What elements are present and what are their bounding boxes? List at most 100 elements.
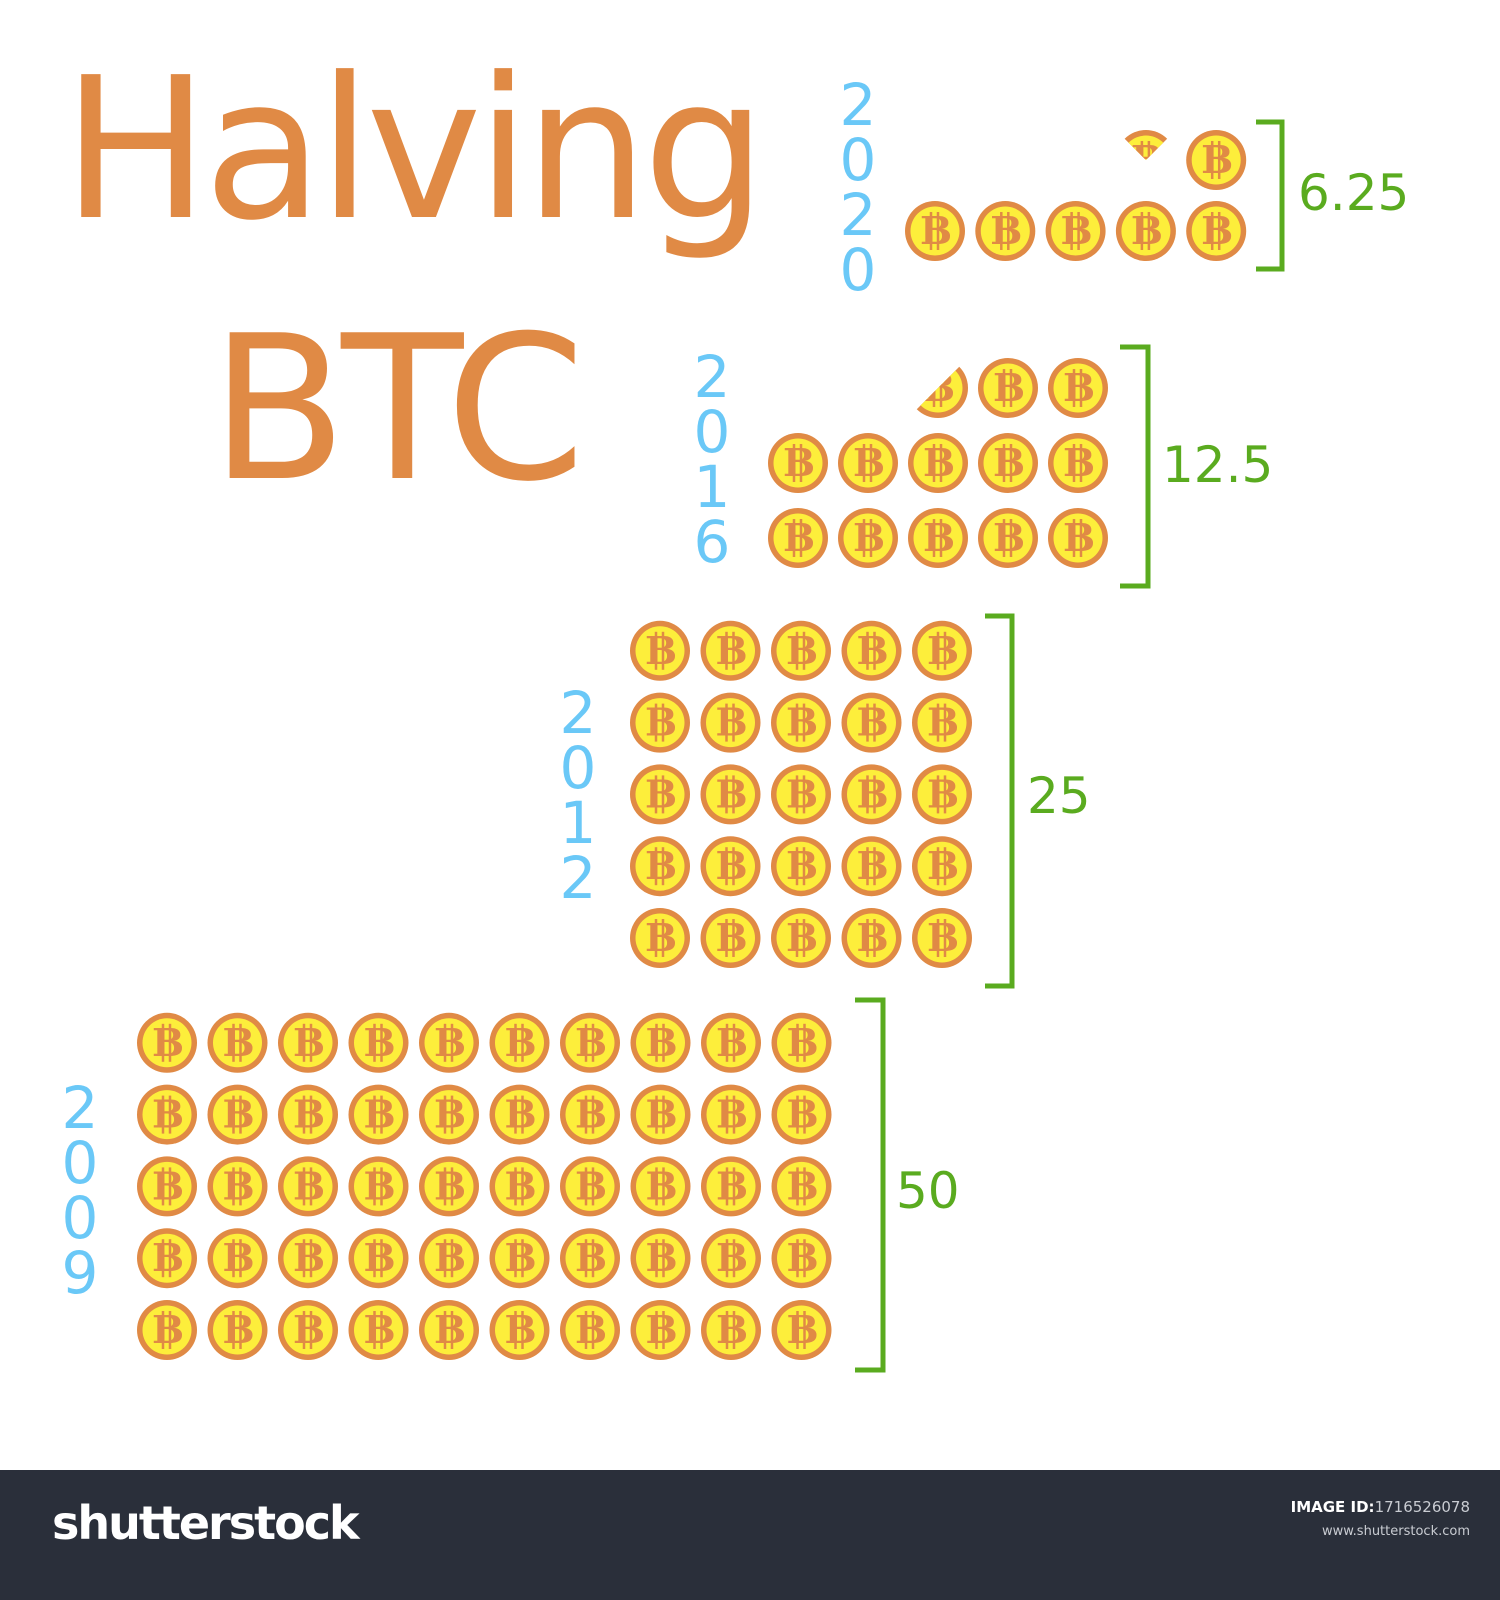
bitcoin-coin-icon: B <box>701 1012 761 1073</box>
bitcoin-coin-icon: B <box>700 836 761 897</box>
pictogram-chart: B B B B B B B B B BB B B B B B B B B BB B B B B B B B B BB B B B B B B B B B… <box>137 119 1285 1373</box>
bitcoin-coin-icon: B <box>348 1300 409 1360</box>
svg-text:B: B <box>293 1307 325 1352</box>
svg-text:B: B <box>222 1020 254 1065</box>
bitcoin-coin-icon: B <box>630 908 690 968</box>
bitcoin-coin-icon: B <box>771 1300 832 1360</box>
svg-text:B: B <box>575 1163 607 1208</box>
bitcoin-coin-icon: B <box>207 1228 268 1289</box>
svg-text:B: B <box>853 440 885 485</box>
partial-bitcoin-coin-icon: B <box>1115 130 1176 160</box>
reward-label-2009: 50 <box>896 1162 960 1220</box>
shutterstock-logo: shutterstock <box>52 1496 360 1550</box>
svg-text:B: B <box>1201 137 1233 182</box>
svg-text:B: B <box>927 771 959 816</box>
bitcoin-coin-icon: B <box>137 1012 197 1073</box>
svg-text:B: B <box>786 771 818 816</box>
bitcoin-coin-icon: B <box>278 1300 338 1360</box>
svg-text:B: B <box>152 1307 184 1352</box>
bitcoin-coin-icon: B <box>1186 130 1247 190</box>
bitcoin-coin-icon: B <box>137 1300 197 1360</box>
bitcoin-coin-icon: B <box>489 1300 550 1360</box>
bitcoin-coin-icon: B <box>348 1084 409 1145</box>
svg-text:B: B <box>923 515 955 560</box>
bitcoin-coin-icon: B <box>1048 433 1108 493</box>
bitcoin-coin-icon: B <box>771 836 831 897</box>
bitcoin-coin-icon: B <box>978 358 1038 418</box>
svg-text:B: B <box>645 1307 677 1352</box>
bitcoin-coin-icon: B <box>1045 201 1106 261</box>
bitcoin-coin-icon: B <box>841 764 902 825</box>
bitcoin-coin-icon: B <box>348 1012 409 1073</box>
bitcoin-coin-icon: B <box>701 1156 761 1217</box>
bitcoin-coin-icon: B <box>771 764 831 825</box>
bitcoin-coin-icon: B <box>137 1084 197 1145</box>
svg-text:B: B <box>363 1307 395 1352</box>
svg-text:B: B <box>786 1163 818 1208</box>
svg-text:B: B <box>645 700 677 745</box>
svg-text:B: B <box>716 1020 748 1065</box>
bitcoin-coin-icon: B <box>278 1012 338 1073</box>
bitcoin-coin-icon: B <box>701 1228 761 1289</box>
bitcoin-coin-icon: B <box>630 620 690 681</box>
svg-text:B: B <box>504 1235 536 1280</box>
svg-text:B: B <box>434 1092 466 1137</box>
bitcoin-coin-icon: B <box>912 908 972 968</box>
svg-text:B: B <box>716 1092 748 1137</box>
bitcoin-coin-icon: B <box>700 692 761 753</box>
svg-text:B: B <box>993 365 1025 410</box>
svg-text:B: B <box>222 1307 254 1352</box>
svg-text:B: B <box>927 843 959 888</box>
svg-text:B: B <box>645 771 677 816</box>
svg-text:B: B <box>434 1307 466 1352</box>
svg-text:B: B <box>363 1020 395 1065</box>
bitcoin-coin-icon: B <box>771 1156 832 1217</box>
bracket-2012 <box>985 613 1015 989</box>
bitcoin-coin-icon: B <box>278 1084 338 1145</box>
svg-text:B: B <box>856 843 888 888</box>
svg-text:B: B <box>645 843 677 888</box>
svg-text:B: B <box>222 1092 254 1137</box>
bitcoin-coin-icon: B <box>207 1012 268 1073</box>
svg-text:B: B <box>1061 208 1093 253</box>
svg-text:B: B <box>1201 208 1233 253</box>
svg-text:B: B <box>645 1092 677 1137</box>
bitcoin-coin-icon: B <box>701 1300 761 1360</box>
bitcoin-coin-icon: B <box>771 692 831 753</box>
svg-text:B: B <box>645 1020 677 1065</box>
bitcoin-coin-icon: B <box>630 1012 691 1073</box>
svg-text:B: B <box>575 1020 607 1065</box>
bitcoin-coin-icon: B <box>419 1300 479 1360</box>
bitcoin-coin-icon: B <box>348 1156 409 1217</box>
bitcoin-coin-icon: B <box>771 1228 832 1289</box>
bracket-2009 <box>855 997 886 1373</box>
bitcoin-coin-icon: B <box>841 908 902 968</box>
svg-text:B: B <box>504 1092 536 1137</box>
svg-text:B: B <box>856 628 888 673</box>
svg-text:B: B <box>715 700 747 745</box>
bitcoin-coin-icon: B <box>348 1228 409 1289</box>
bitcoin-coin-icon: B <box>137 1156 197 1217</box>
bitcoin-coin-icon: B <box>630 764 690 825</box>
bitcoin-coin-icon: B <box>630 1228 691 1289</box>
bitcoin-coin-icon: B <box>630 1300 691 1360</box>
svg-text:B: B <box>645 1235 677 1280</box>
bitcoin-coin-icon: B <box>489 1084 550 1145</box>
bitcoin-coin-icon: B <box>771 908 831 968</box>
reward-label-2020: 6.25 <box>1298 164 1410 222</box>
svg-text:B: B <box>504 1307 536 1352</box>
bitcoin-coin-icon: B <box>838 433 898 493</box>
svg-text:B: B <box>434 1163 466 1208</box>
svg-text:B: B <box>786 628 818 673</box>
bitcoin-coin-icon: B <box>489 1156 550 1217</box>
bitcoin-coin-icon: B <box>419 1012 479 1073</box>
bitcoin-coin-icon: B <box>771 1012 832 1073</box>
svg-text:B: B <box>575 1235 607 1280</box>
svg-text:B: B <box>856 915 888 960</box>
bitcoin-coin-icon: B <box>905 201 965 261</box>
svg-text:B: B <box>927 628 959 673</box>
svg-text:B: B <box>783 440 815 485</box>
bitcoin-coin-icon: B <box>700 764 761 825</box>
